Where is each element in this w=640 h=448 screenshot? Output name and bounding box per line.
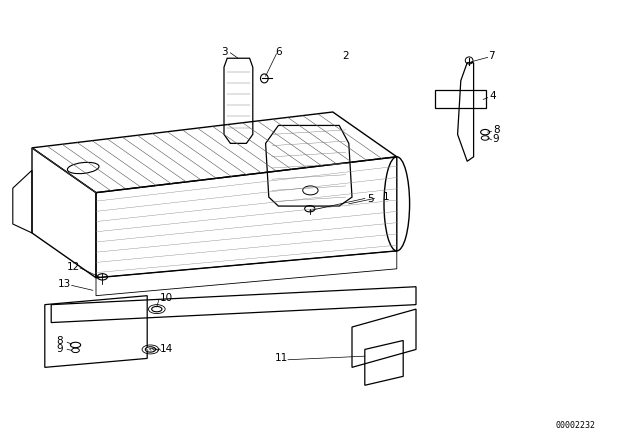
Text: 14: 14 <box>160 344 173 353</box>
Text: 8: 8 <box>493 125 499 135</box>
Text: 2: 2 <box>342 51 349 61</box>
Text: 9: 9 <box>56 344 63 353</box>
Text: 10: 10 <box>160 293 173 303</box>
Ellipse shape <box>145 347 156 352</box>
Text: 5: 5 <box>367 194 373 204</box>
Text: 4: 4 <box>490 91 496 101</box>
Text: 11: 11 <box>275 353 289 363</box>
Text: 13: 13 <box>58 280 71 289</box>
Text: 00002232: 00002232 <box>556 421 595 430</box>
Text: 6: 6 <box>275 47 282 56</box>
Text: 1: 1 <box>383 192 389 202</box>
Ellipse shape <box>152 306 162 312</box>
Text: 7: 7 <box>488 51 494 61</box>
Text: 9: 9 <box>493 134 499 144</box>
Text: 3: 3 <box>221 47 227 56</box>
Text: 8: 8 <box>56 336 63 346</box>
Text: 12: 12 <box>67 262 81 271</box>
